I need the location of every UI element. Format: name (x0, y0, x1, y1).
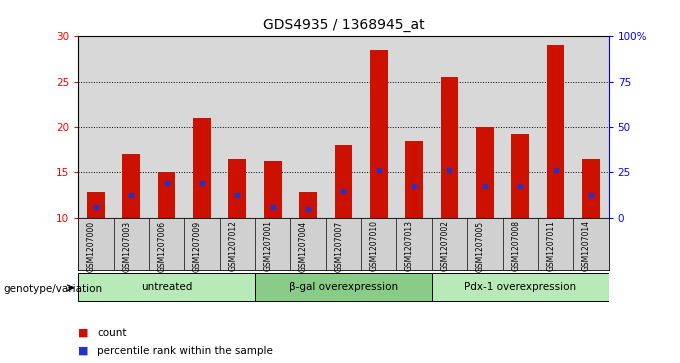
Bar (228, 159, 246, 218)
Text: GSM1207004: GSM1207004 (299, 220, 308, 272)
Text: GSM1207011: GSM1207011 (547, 220, 556, 271)
Bar (432, 273, 609, 301)
Bar (193, 118, 211, 218)
Text: GSM1207009: GSM1207009 (193, 220, 202, 272)
Bar (547, 45, 564, 218)
Text: genotype/variation: genotype/variation (3, 284, 103, 294)
Text: GSM1207007: GSM1207007 (335, 220, 343, 272)
Bar (582, 159, 600, 218)
Text: count: count (97, 328, 126, 338)
Text: GSM1207006: GSM1207006 (158, 220, 167, 272)
Text: GSM1207013: GSM1207013 (405, 220, 414, 272)
Bar (158, 172, 175, 218)
Bar (370, 50, 388, 218)
Text: GSM1207010: GSM1207010 (370, 220, 379, 272)
Bar (264, 160, 282, 218)
Bar (476, 127, 494, 218)
Bar (255, 273, 432, 301)
Bar (87, 192, 105, 218)
Text: GSM1207014: GSM1207014 (582, 220, 591, 272)
Bar (299, 192, 317, 218)
Text: GSM1207005: GSM1207005 (476, 220, 485, 272)
Text: GSM1207000: GSM1207000 (87, 220, 96, 272)
Bar (78, 273, 255, 301)
Text: β-gal overexpression: β-gal overexpression (289, 282, 398, 292)
Text: GSM1207012: GSM1207012 (228, 220, 237, 271)
Text: ■: ■ (78, 345, 88, 355)
Bar (405, 140, 423, 218)
Text: Pdx-1 overexpression: Pdx-1 overexpression (464, 282, 576, 292)
Text: untreated: untreated (141, 282, 192, 292)
Text: GSM1207001: GSM1207001 (264, 220, 273, 272)
Title: GDS4935 / 1368945_at: GDS4935 / 1368945_at (262, 19, 424, 33)
Text: GSM1207002: GSM1207002 (441, 220, 449, 272)
Bar (511, 134, 529, 218)
Text: GSM1207003: GSM1207003 (122, 220, 131, 272)
Bar (441, 77, 458, 218)
Bar (335, 145, 352, 218)
Text: GSM1207008: GSM1207008 (511, 220, 520, 272)
Text: ■: ■ (78, 327, 88, 337)
Text: percentile rank within the sample: percentile rank within the sample (97, 346, 273, 356)
Bar (122, 154, 140, 218)
